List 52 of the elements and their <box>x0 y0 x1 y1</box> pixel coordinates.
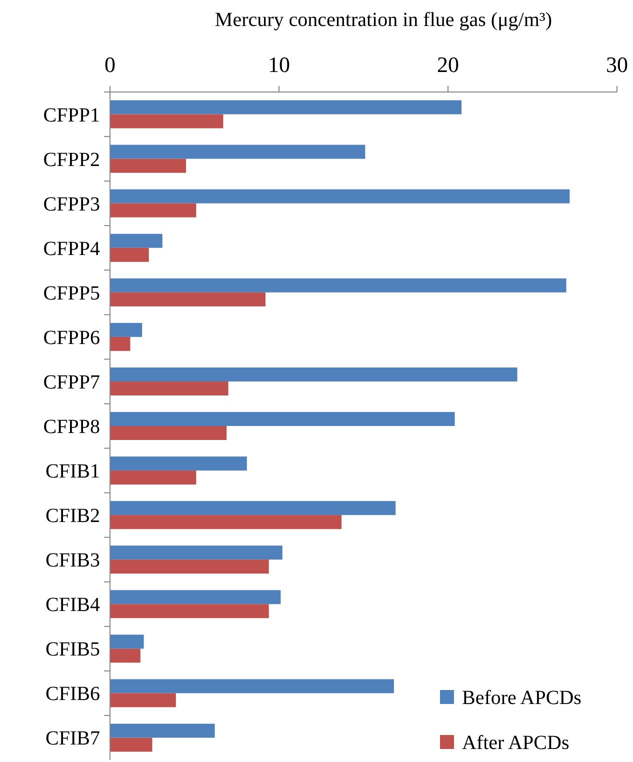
bar <box>110 634 144 649</box>
y-tick-label: CFIB5 <box>46 638 100 661</box>
bar <box>110 158 186 173</box>
y-tick-label: CFIB2 <box>46 505 100 528</box>
bar <box>110 100 462 114</box>
legend-label: Before APCDs <box>462 687 582 709</box>
y-tick-label: CFPP6 <box>43 326 100 349</box>
x-axis-title: Mercury concentration in flue gas (μg/m³) <box>214 9 552 31</box>
bar <box>110 604 269 618</box>
x-tick-label: 10 <box>268 52 290 77</box>
bar <box>110 560 269 574</box>
bar <box>110 367 518 382</box>
bar <box>110 278 566 292</box>
bar <box>110 738 152 752</box>
y-tick-label: CFPP2 <box>43 148 100 171</box>
y-tick-label: CFPP4 <box>43 238 100 260</box>
bar <box>110 679 394 694</box>
y-tick-label: CFPP1 <box>43 104 100 126</box>
y-tick-label: CFIB4 <box>46 594 100 616</box>
y-tick-label: CFPP8 <box>43 416 100 438</box>
bar <box>110 470 196 485</box>
y-tick-label: CFIB1 <box>46 460 100 483</box>
bar <box>110 456 247 471</box>
bar <box>110 426 227 440</box>
bar <box>110 546 282 560</box>
y-tick-label: CFPP7 <box>43 371 100 394</box>
bar <box>110 203 196 218</box>
bar <box>110 248 149 262</box>
bar <box>110 501 396 516</box>
y-tick-label: CFPP3 <box>43 193 100 216</box>
y-tick-label: CFIB6 <box>46 683 100 706</box>
x-tick-label: 20 <box>437 52 459 77</box>
legend-label: After APCDs <box>462 732 570 754</box>
bar <box>110 693 176 708</box>
bar <box>110 412 455 426</box>
y-tick-label: CFPP5 <box>43 282 100 304</box>
bar <box>110 381 228 396</box>
x-tick-label: 30 <box>606 52 628 77</box>
bar <box>110 144 366 159</box>
bar <box>110 515 342 530</box>
bar <box>110 322 142 337</box>
bar <box>110 234 162 248</box>
y-tick-label: CFIB7 <box>46 728 100 750</box>
bar <box>110 336 130 351</box>
y-tick-label: CFIB3 <box>46 550 100 572</box>
bar <box>110 114 224 128</box>
bar <box>110 724 215 738</box>
bar <box>110 292 266 306</box>
bar <box>110 590 281 604</box>
bar <box>110 648 140 663</box>
x-tick-label: 0 <box>104 52 116 77</box>
bar <box>110 189 570 204</box>
